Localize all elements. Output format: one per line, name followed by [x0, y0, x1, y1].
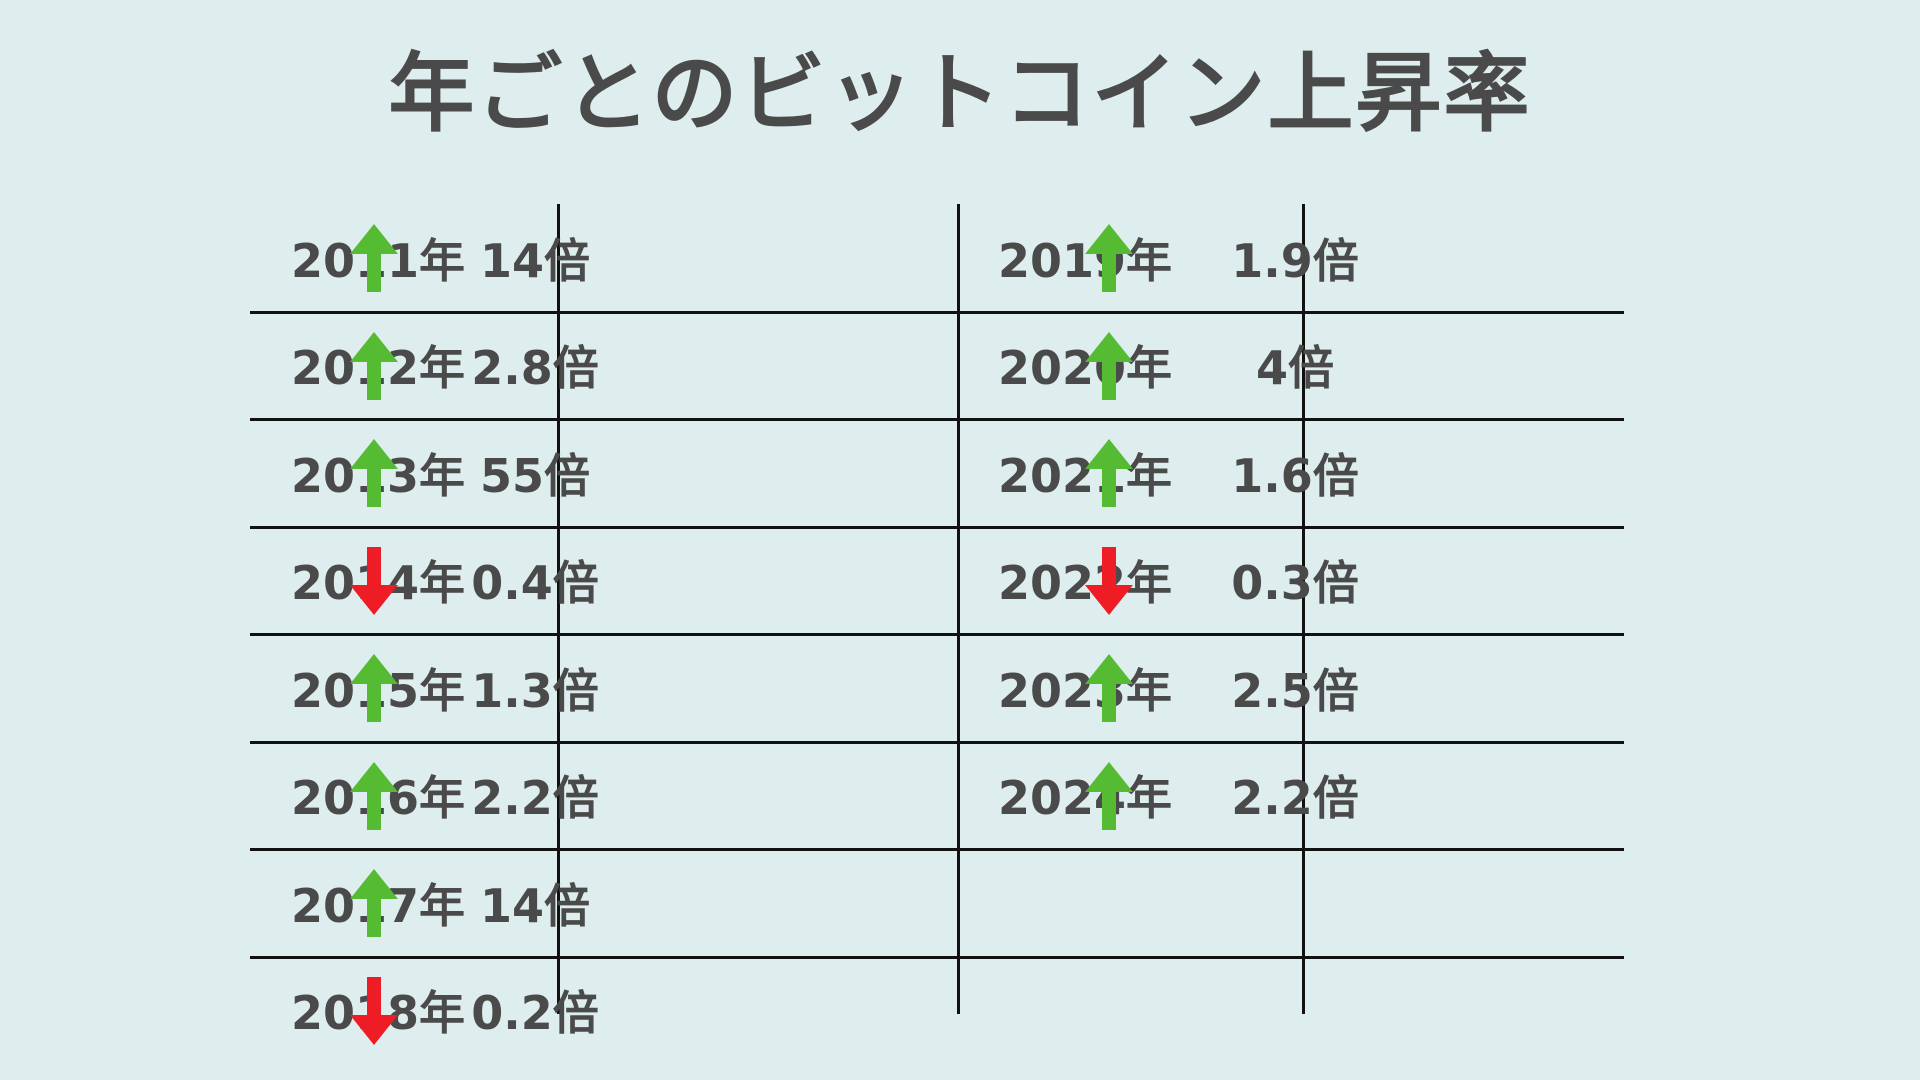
right-year-cell: 2019年: [998, 233, 1173, 288]
arrow-up-icon: [350, 331, 398, 400]
arrow-up-icon: [1085, 654, 1133, 722]
left-ratio-cell: 55倍: [479, 448, 590, 503]
left-ratio-cell: 2.8倍: [471, 341, 599, 395]
row-divider: [250, 418, 1624, 421]
arrow-down-icon: [350, 546, 398, 615]
arrow-up-icon: [1085, 761, 1133, 830]
row-divider: [250, 311, 1624, 314]
arrow-up-icon: [350, 224, 398, 292]
right-ratio-cell: [1150, 957, 1440, 1064]
page-title: 年ごとのビットコイン上昇率: [388, 44, 1532, 144]
left-ratio-cell: 14倍: [479, 233, 590, 288]
arrow-down-icon: [1085, 546, 1133, 615]
right-year-cell: 2020年: [998, 341, 1173, 395]
right-year-cell: 2023年: [998, 663, 1173, 718]
right-ratio-cell: 4倍: [1255, 341, 1334, 395]
right-ratio-cell: 2.2倍: [1231, 771, 1359, 825]
column-divider: [557, 204, 560, 1014]
right-ratio-cell: 2.5倍: [1231, 663, 1359, 718]
right-year-cell: 2024年: [998, 771, 1173, 825]
row-divider: [250, 633, 1624, 636]
row-divider: [250, 741, 1624, 744]
right-ratio-cell: 1.6倍: [1231, 448, 1359, 503]
arrow-up-icon: [1085, 331, 1133, 400]
right-ratio-cell: [1150, 849, 1440, 956]
rate-table: 2011年14倍2012年2.8倍2013年55倍2014年0.4倍2015年1…: [250, 204, 1624, 1045]
row-divider: [250, 956, 1624, 959]
column-divider: [1302, 204, 1305, 1014]
arrow-up-icon: [1085, 439, 1133, 507]
left-ratio-cell: 14倍: [479, 878, 590, 933]
left-ratio-cell: 0.4倍: [471, 556, 599, 610]
arrow-down-icon: [350, 976, 398, 1045]
arrow-up-icon: [1085, 224, 1133, 292]
row-divider: [250, 526, 1624, 529]
left-ratio-cell: 0.2倍: [471, 986, 599, 1040]
right-ratio-cell: 1.9倍: [1231, 233, 1359, 288]
column-divider: [957, 204, 960, 1014]
right-year-cell: 2022年: [998, 556, 1173, 610]
arrow-up-icon: [350, 869, 398, 937]
arrow-up-icon: [350, 654, 398, 722]
right-ratio-cell: 0.3倍: [1231, 556, 1359, 610]
left-ratio-cell: 2.2倍: [471, 771, 599, 825]
arrow-up-icon: [350, 439, 398, 507]
right-year-cell: 2021年: [998, 448, 1173, 503]
left-ratio-cell: 1.3倍: [471, 663, 599, 718]
arrow-up-icon: [350, 761, 398, 830]
row-divider: [250, 848, 1624, 851]
